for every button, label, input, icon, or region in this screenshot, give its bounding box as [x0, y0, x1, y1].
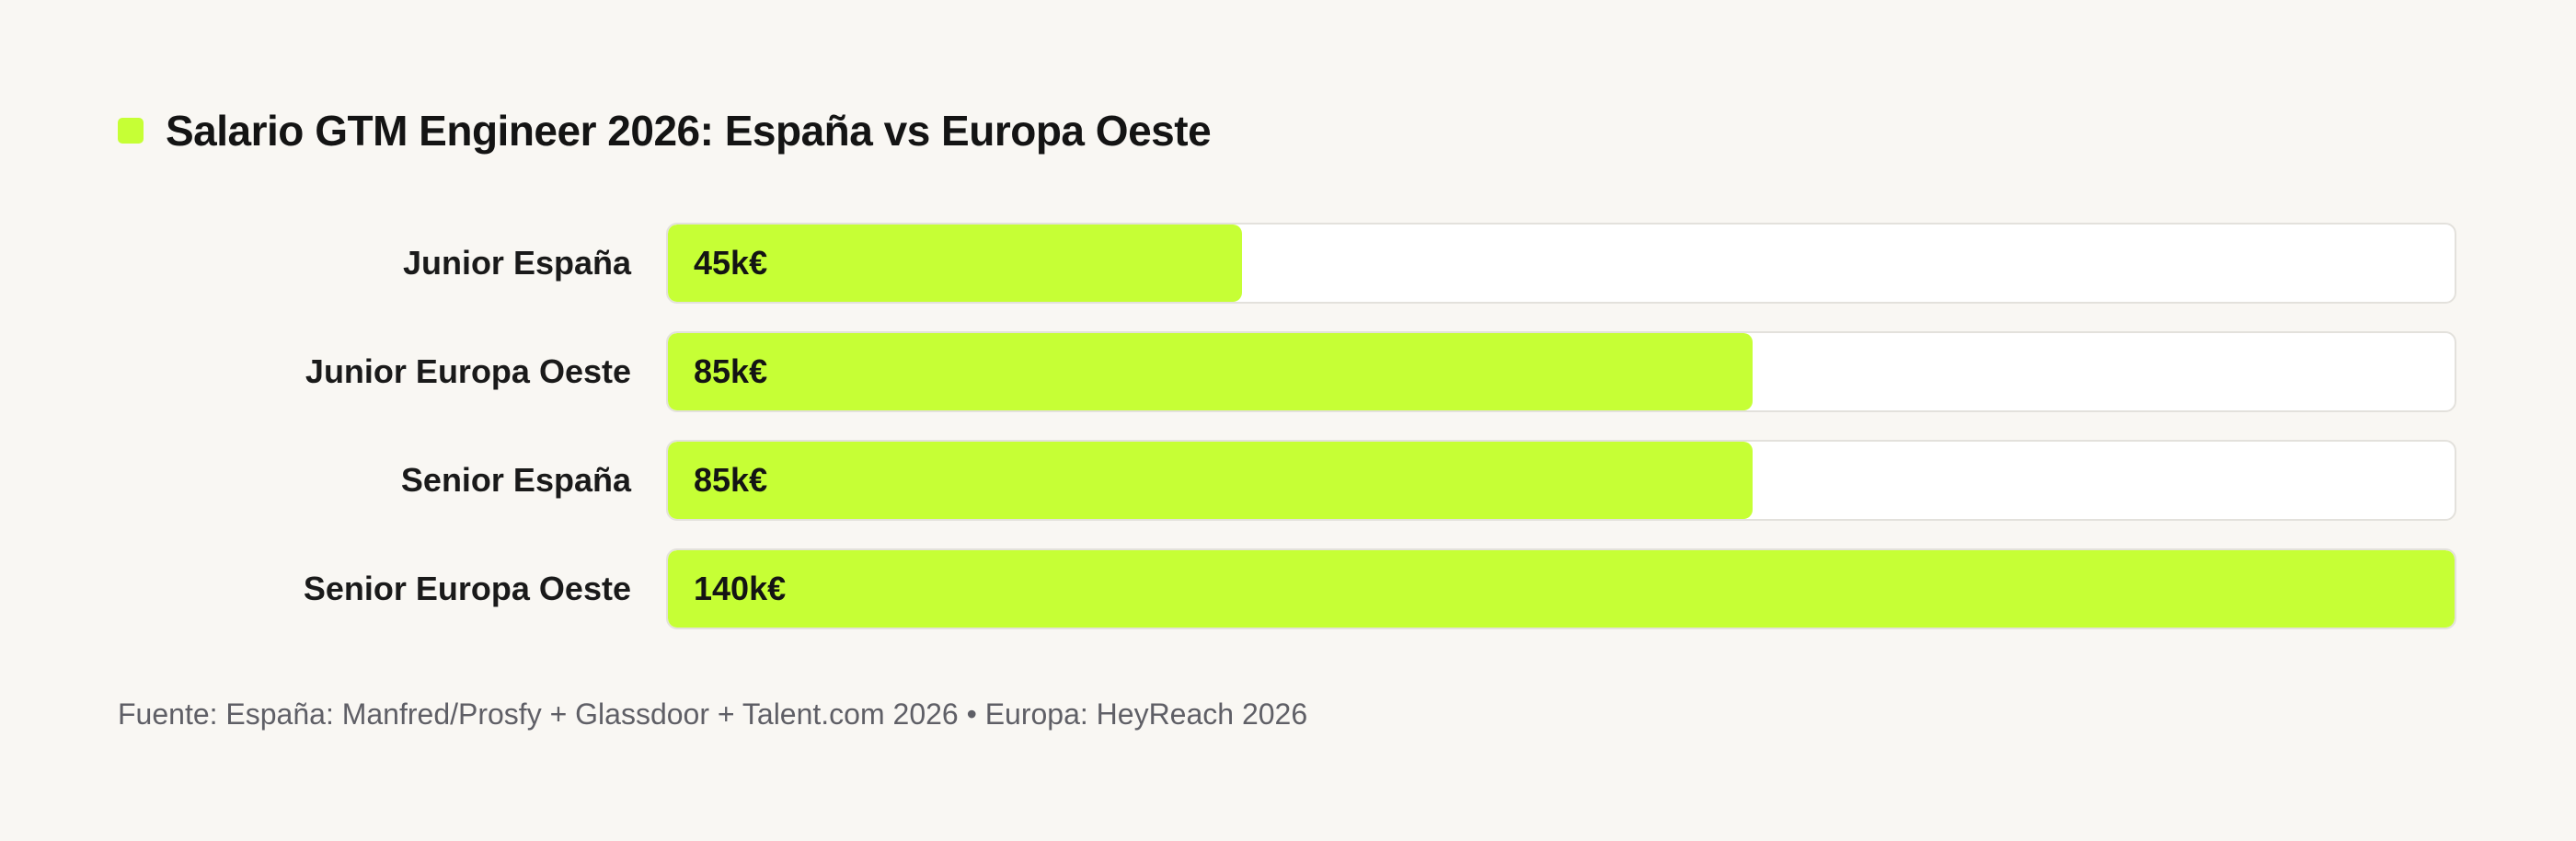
bar-track: 85k€: [666, 440, 2456, 521]
bar: [668, 550, 2455, 628]
bar-row: Junior Europa Oeste 85k€: [0, 331, 2576, 412]
bar: [668, 225, 1242, 302]
bar-track: 85k€: [666, 331, 2456, 412]
chart-title: Salario GTM Engineer 2026: España vs Eur…: [166, 107, 1212, 155]
category-label: Junior España: [402, 244, 631, 282]
bar-row: Junior España 45k€: [0, 223, 2576, 304]
chart-header: Salario GTM Engineer 2026: España vs Eur…: [118, 103, 1212, 158]
bar-value-label: 45k€: [694, 244, 768, 282]
bar-track: 140k€: [666, 548, 2456, 629]
bar-value-label: 85k€: [694, 352, 768, 390]
category-label: Junior Europa Oeste: [305, 352, 631, 390]
source-note: Fuente: España: Manfred/Prosfy + Glassdo…: [118, 697, 1308, 731]
bar-row: Senior Europa Oeste 140k€: [0, 548, 2576, 629]
bar-track: 45k€: [666, 223, 2456, 304]
category-label: Senior Europa Oeste: [303, 570, 631, 607]
bar: [668, 442, 1753, 519]
bar-value-label: 140k€: [694, 570, 787, 607]
bar: [668, 333, 1753, 410]
title-marker-square: [118, 118, 144, 144]
bar-value-label: 85k€: [694, 461, 768, 499]
category-label: Senior España: [400, 461, 631, 499]
bar-row: Senior España 85k€: [0, 440, 2576, 521]
